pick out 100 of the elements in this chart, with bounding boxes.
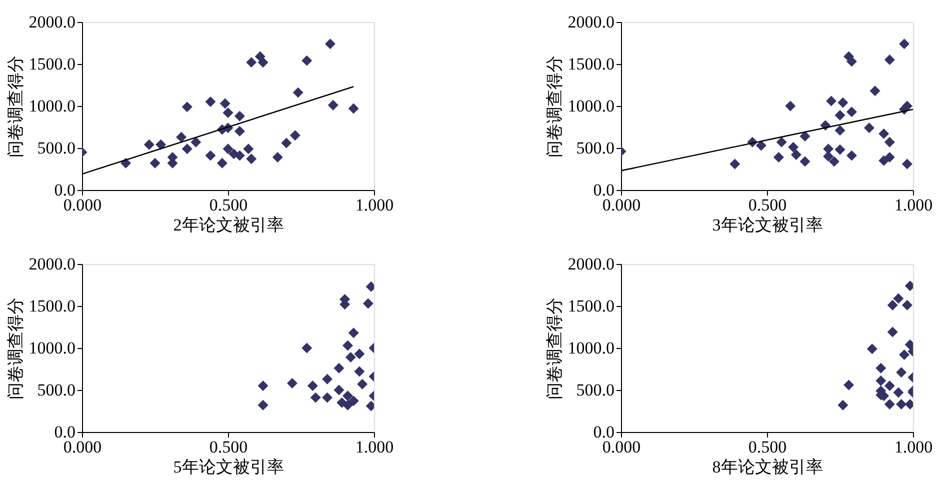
point (730, 158, 740, 170)
y-tick-label: 2000.0 (28, 254, 76, 274)
point (823, 144, 834, 154)
point (838, 400, 848, 410)
point (302, 55, 312, 66)
point (307, 380, 318, 392)
x-tick-label: 0.500 (209, 438, 248, 456)
point (878, 155, 890, 166)
point (893, 293, 904, 304)
y-tick-label: 1000.0 (28, 338, 76, 358)
point (884, 54, 895, 66)
point (286, 378, 298, 389)
x-tick-label: 0.500 (748, 438, 787, 456)
point (222, 107, 234, 118)
point (876, 362, 886, 374)
point (190, 136, 202, 148)
point (205, 150, 216, 161)
point (348, 103, 359, 114)
point (290, 130, 300, 141)
point (220, 98, 230, 109)
x-axis-title: 5年论文被引率 (173, 458, 284, 476)
y-axis-title: 问卷调查得分 (544, 298, 564, 400)
point (205, 96, 216, 108)
x-tick-label: 1.000 (355, 438, 394, 456)
point (776, 136, 787, 148)
y-tick-label: 2000.0 (568, 12, 614, 32)
point (788, 142, 799, 152)
y-axis-title: 问卷调查得分 (544, 56, 564, 158)
point (348, 328, 359, 338)
y-tick-label: 1500.0 (568, 54, 614, 74)
point (322, 392, 333, 403)
point (884, 152, 895, 162)
point (838, 97, 848, 108)
y-tick-label: 2000.0 (568, 254, 614, 274)
y-axis-title: 问卷调查得分 (6, 298, 25, 400)
point (866, 344, 878, 354)
point (156, 139, 166, 150)
point (176, 132, 187, 142)
point (182, 144, 192, 154)
point (893, 387, 904, 398)
point (258, 380, 268, 392)
y-tick-label: 500.0 (576, 138, 614, 158)
point (310, 392, 321, 403)
point (876, 376, 886, 386)
point (342, 340, 353, 351)
point (834, 125, 846, 136)
point (182, 102, 192, 112)
point (846, 106, 857, 118)
y-tick-label: 1000.0 (568, 96, 614, 116)
point (887, 300, 898, 310)
y-tick-label: 1000.0 (568, 338, 614, 358)
point (898, 349, 910, 360)
point (884, 399, 895, 410)
y-tick-label: 2000.0 (28, 12, 76, 32)
y-tick-label: 500.0 (576, 380, 614, 400)
point (342, 390, 353, 402)
point (216, 158, 228, 168)
point (870, 86, 880, 96)
point (234, 110, 245, 122)
y-axis-title: 问卷调查得分 (6, 56, 25, 158)
x-tick-label: 0.500 (748, 196, 787, 214)
point (302, 342, 312, 354)
point (826, 96, 836, 106)
point (800, 156, 810, 167)
point (272, 152, 283, 162)
y-tick-label: 500.0 (37, 138, 76, 158)
x-axis-title: 8年论文被引率 (712, 458, 823, 476)
point (334, 362, 344, 374)
point (348, 396, 359, 406)
point (844, 380, 854, 390)
point (785, 100, 796, 112)
point (150, 158, 160, 168)
point (800, 130, 810, 142)
point (898, 38, 910, 50)
point (354, 348, 365, 360)
point (222, 144, 234, 154)
y-tick-label: 1000.0 (28, 96, 76, 116)
point (362, 298, 374, 309)
x-axis-title: 3年论文被引率 (712, 216, 823, 234)
x-tick-label: 1.000 (894, 438, 933, 456)
point (896, 399, 907, 410)
point (887, 326, 898, 338)
point (281, 138, 292, 148)
point (878, 128, 890, 139)
point (773, 152, 784, 162)
point (292, 87, 304, 98)
point (828, 156, 840, 167)
y-tick-label: 1500.0 (568, 296, 614, 316)
x-tick-label: 1.000 (894, 196, 933, 214)
point (258, 400, 268, 410)
y-tick-label: 1500.0 (28, 296, 76, 316)
point (324, 38, 336, 50)
point (334, 384, 344, 396)
point (234, 126, 245, 136)
y-tick-label: 500.0 (37, 380, 76, 400)
point (258, 57, 268, 68)
point (846, 150, 857, 161)
x-tick-label: 1.000 (355, 196, 394, 214)
point (790, 149, 802, 160)
point (345, 352, 356, 362)
